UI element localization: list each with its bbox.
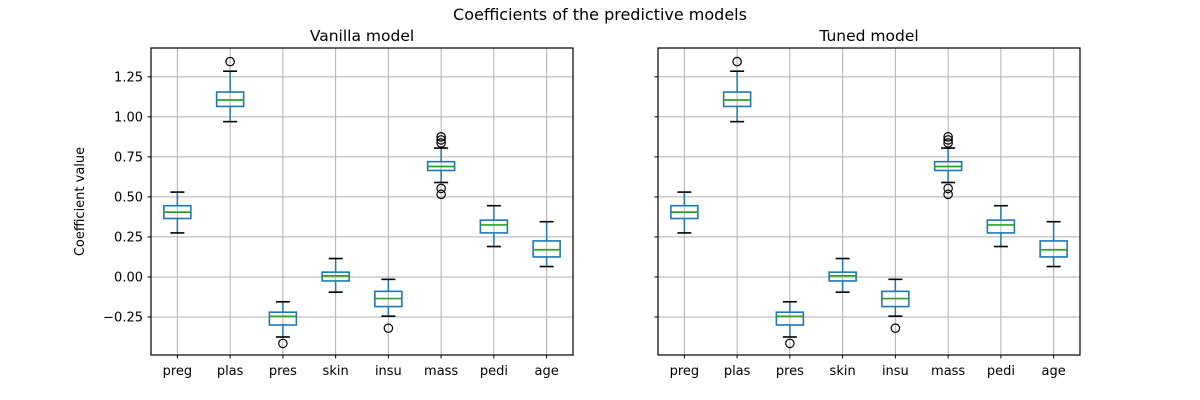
- figure-suptitle: Coefficients of the predictive models: [453, 5, 747, 24]
- x-tick-label-preg: preg: [163, 364, 193, 379]
- box-pedi: [986, 219, 1016, 234]
- x-tick-label-mass: mass: [931, 364, 965, 379]
- flier-mass: [436, 183, 446, 194]
- x-tick-label-skin: skin: [830, 364, 856, 379]
- flier-insu: [890, 323, 901, 333]
- axes-spines: [150, 47, 574, 356]
- flier-mass: [943, 189, 953, 200]
- x-tick-label-age: age: [535, 364, 559, 379]
- flier-mass: [436, 132, 446, 142]
- box-pedi: [479, 219, 509, 234]
- x-tick-label-pres: pres: [776, 364, 804, 379]
- flier-mass: [943, 132, 953, 142]
- x-tick-label-pedi: pedi: [987, 364, 1015, 379]
- x-tick-label-age: age: [1042, 364, 1066, 379]
- flier-mass: [436, 138, 446, 148]
- y-tick-label: −0.25: [103, 310, 143, 325]
- x-tick-label-pres: pres: [269, 364, 297, 379]
- flier-mass: [943, 135, 953, 145]
- axes-title: Tuned model: [818, 27, 918, 45]
- x-tick-label-insu: insu: [882, 364, 909, 379]
- flier-insu: [383, 323, 394, 333]
- x-tick-label-pedi: pedi: [480, 364, 508, 379]
- flier-pres: [278, 338, 288, 349]
- x-tick-label-insu: insu: [375, 364, 402, 379]
- flier-plas: [225, 56, 235, 67]
- y-axis-label: Coefficient value: [73, 147, 88, 256]
- axes-spines: [657, 47, 1081, 356]
- x-tick-label-mass: mass: [424, 364, 458, 379]
- y-tick-label: 0.50: [114, 190, 143, 205]
- flier-mass: [436, 135, 446, 145]
- y-tick-label: 0.25: [114, 230, 143, 245]
- axes-title: Vanilla model: [310, 27, 414, 45]
- x-tick-label-plas: plas: [217, 364, 244, 379]
- flier-mass: [943, 138, 953, 148]
- box-pres: [775, 311, 805, 326]
- y-tick-label: 1.25: [114, 70, 143, 85]
- flier-mass: [436, 189, 446, 200]
- x-tick-label-skin: skin: [323, 364, 349, 379]
- y-tick-label: 0.00: [114, 270, 143, 285]
- y-tick-label: 0.75: [114, 150, 143, 165]
- x-tick-label-preg: preg: [670, 364, 700, 379]
- flier-pres: [785, 338, 795, 349]
- flier-mass: [943, 183, 953, 194]
- axes-0: −0.25 0.00 0.25 0.50 0.75 1.00 1.25 preg plas pre…: [73, 27, 574, 379]
- axes-1: preg plas pres skin insu mass pedi age Tuned mod…: [654, 27, 1081, 379]
- box-pres: [268, 311, 298, 326]
- flier-plas: [732, 56, 742, 67]
- x-tick-label-plas: plas: [724, 364, 751, 379]
- y-tick-label: 1.00: [114, 110, 143, 125]
